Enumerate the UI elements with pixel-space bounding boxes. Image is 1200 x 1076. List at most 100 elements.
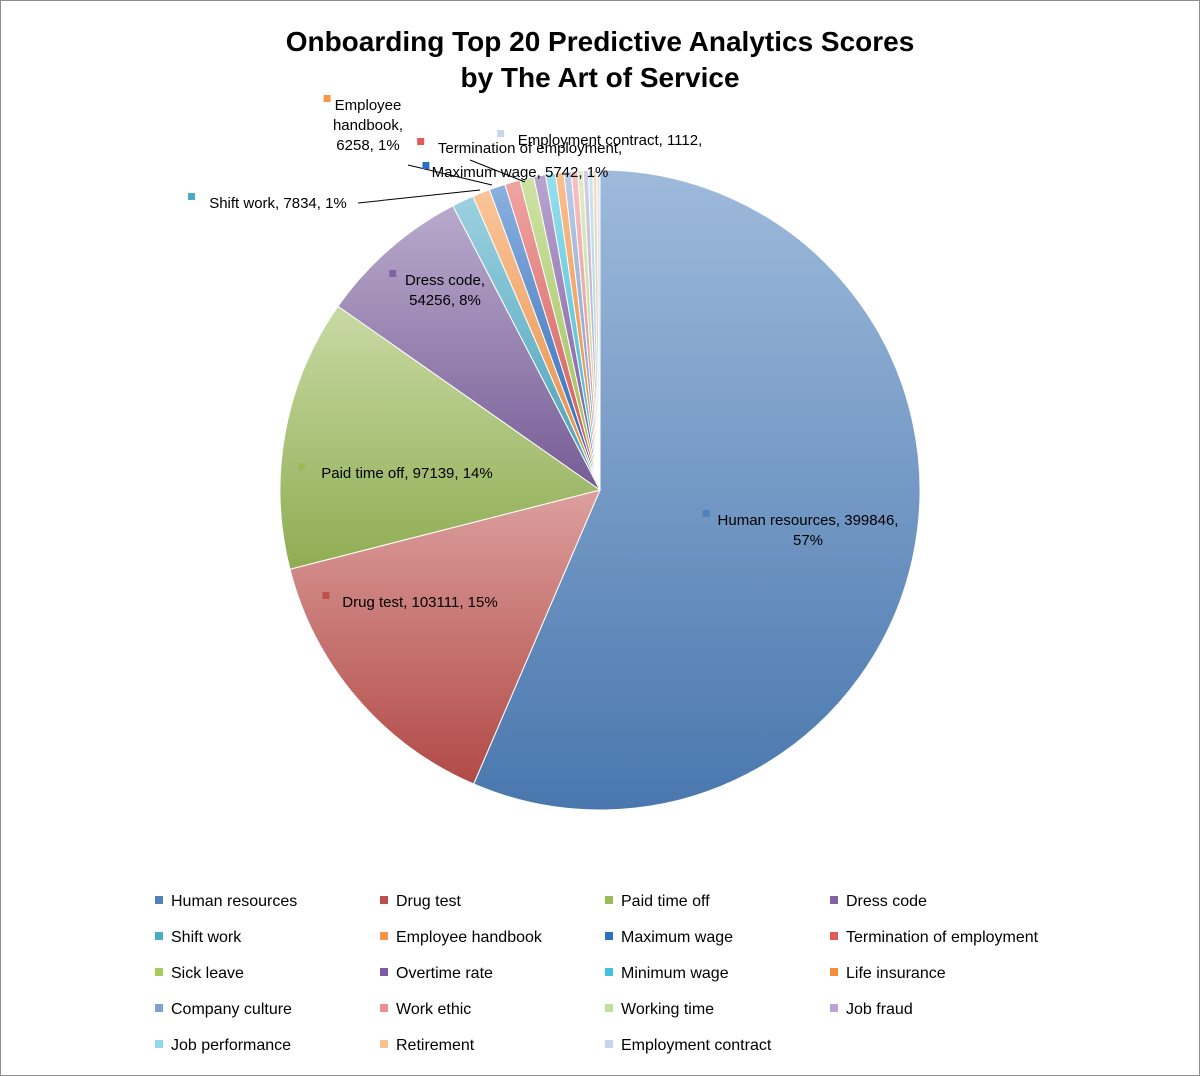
data-label-text: Employment contract, 1112, <box>518 132 703 149</box>
legend-item-sick-leave: Sick leave <box>155 965 244 987</box>
data-label-swatch <box>323 95 331 102</box>
leader-line-employee-handbook <box>407 164 493 186</box>
chart-title-line-2: by The Art of Service <box>460 62 740 93</box>
legend-label: Human resources <box>171 893 298 910</box>
legend-label: Job fraud <box>846 1001 913 1018</box>
legend-label: Dress code <box>846 893 927 910</box>
legend-swatch <box>155 1003 163 1012</box>
legend-label: Employment contract <box>621 1037 772 1054</box>
data-label-termination-of-employment: Termination of employment, <box>417 138 622 157</box>
data-label-text: Paid time off, 97139, 14% <box>321 465 493 482</box>
data-label-dress-code: Dress code, 54256, 8% <box>389 270 485 309</box>
legend-swatch <box>380 895 388 904</box>
legend-label: Work ethic <box>396 1001 472 1018</box>
data-label-swatch <box>702 510 710 517</box>
data-labels: Human resources, 399846, 57% Drug test, 10… <box>188 95 898 611</box>
leader-lines <box>357 159 526 204</box>
legend-label: Company culture <box>171 1001 292 1018</box>
data-label-swatch <box>298 463 305 470</box>
legend-item-work-ethic: Work ethic <box>380 1001 471 1023</box>
data-label-text: Drug test, 103111, 15% <box>342 594 497 611</box>
legend-item-human-resources: Human resources <box>155 893 297 915</box>
legend-item-life-insurance: Life insurance <box>830 965 946 987</box>
legend-label: Termination of employment <box>846 929 1039 946</box>
data-label-text: Maximum wage, 5742, 1% <box>432 164 609 181</box>
legend-item-employment-contract: Employment contract <box>605 1037 771 1059</box>
legend-item-job-performance: Job performance <box>155 1037 291 1059</box>
pie-slice-human-resources <box>473 169 921 811</box>
legend-item-job-fraud: Job fraud <box>830 1001 913 1023</box>
data-label-swatch <box>322 592 330 599</box>
data-label-swatch <box>188 193 195 200</box>
legend-swatch <box>830 1003 838 1012</box>
data-label-text: Employee <box>335 97 402 114</box>
legend-item-working-time: Working time <box>605 1001 714 1023</box>
legend-swatch <box>380 967 388 976</box>
data-label-swatch <box>497 130 505 137</box>
legend-swatch <box>605 1039 613 1048</box>
legend-label: Working time <box>621 1001 715 1018</box>
pie-slice-paid-time-off <box>279 305 602 570</box>
data-label-swatch <box>417 138 425 145</box>
legend-swatch <box>605 931 613 940</box>
legend-label: Shift work <box>171 929 242 946</box>
legend-item-maximum-wage: Maximum wage <box>605 929 733 951</box>
legend-swatch <box>380 1039 388 1048</box>
legend-label: Maximum wage <box>621 929 734 946</box>
data-label-text: Dress code, <box>405 272 485 289</box>
data-label-text: 6258, 1% <box>336 137 399 154</box>
pie-chart: Human resources, 399846, 57% Drug test, 10… <box>188 95 921 811</box>
data-label-text: Termination of employment, <box>438 140 622 157</box>
legend-swatch <box>830 967 838 976</box>
pie-slice-dress-code <box>337 205 601 491</box>
pie-slices <box>279 169 921 811</box>
legend-label: Job performance <box>171 1037 292 1054</box>
data-label-text: 57% <box>793 532 823 549</box>
legend-label: Life insurance <box>846 965 946 982</box>
pie-slice-drug-test <box>289 489 601 785</box>
legend-item-drug-test: Drug test <box>380 893 461 915</box>
legend-item-employee-handbook: Employee handbook <box>380 929 542 951</box>
data-label-swatch <box>422 162 430 169</box>
leader-line-termination-of-employment <box>469 159 526 183</box>
legend-item-minimum-wage: Minimum wage <box>605 965 729 987</box>
legend-label: Overtime rate <box>396 965 493 982</box>
data-label-text: Human resources, 399846, <box>718 512 899 529</box>
chart-title: Onboarding Top 20 Predictive Analytics S… <box>0 24 1200 96</box>
pie-slice-employment-contract <box>596 169 601 491</box>
legend-swatch <box>155 895 163 904</box>
legend-swatch <box>155 931 163 940</box>
legend-item-retirement: Retirement <box>380 1037 474 1059</box>
data-label-employee-handbook: Employee handbook, 6258, 1% <box>323 95 403 154</box>
legend-label: Paid time off <box>621 893 710 910</box>
legend-label: Employee handbook <box>396 929 542 946</box>
data-label-paid-time-off: Paid time off, 97139, 14% <box>298 463 493 482</box>
legend-swatch <box>830 931 838 940</box>
legend-swatch <box>605 1003 613 1012</box>
data-label-human-resources: Human resources, 399846, 57% <box>702 510 899 549</box>
legend-swatch <box>605 895 613 904</box>
legend-item-paid-time-off: Paid time off <box>605 893 710 915</box>
legend-label: Sick leave <box>171 965 244 982</box>
legend-item-dress-code: Dress code <box>830 893 927 915</box>
legend-swatch <box>830 895 838 904</box>
data-label-employment-contract: Employment contract, 1112, <box>497 130 702 149</box>
chart-title-line-1: Onboarding Top 20 Predictive Analytics S… <box>285 26 915 57</box>
data-label-maximum-wage: Maximum wage, 5742, 1% <box>422 162 608 181</box>
data-label-swatch <box>389 270 397 277</box>
legend-swatch <box>380 931 388 940</box>
legend-swatch <box>155 1039 163 1048</box>
legend-swatch <box>155 967 163 976</box>
legend-item-company-culture: Company culture <box>155 1001 292 1023</box>
legend-swatch <box>380 1003 388 1012</box>
leader-line-shift-work <box>357 189 481 204</box>
legend-item-overtime-rate: Overtime rate <box>380 965 493 987</box>
legend-label: Retirement <box>396 1037 475 1054</box>
data-label-text: 54256, 8% <box>409 292 481 309</box>
legend-label: Drug test <box>396 893 461 910</box>
data-label-drug-test: Drug test, 103111, 15% <box>322 592 498 611</box>
data-label-text: Shift work, 7834, 1% <box>209 195 347 212</box>
legend-item-termination-of-employment: Termination of employment <box>830 929 1038 951</box>
legend-label: Minimum wage <box>621 965 729 982</box>
legend-item-shift-work: Shift work <box>155 929 241 951</box>
